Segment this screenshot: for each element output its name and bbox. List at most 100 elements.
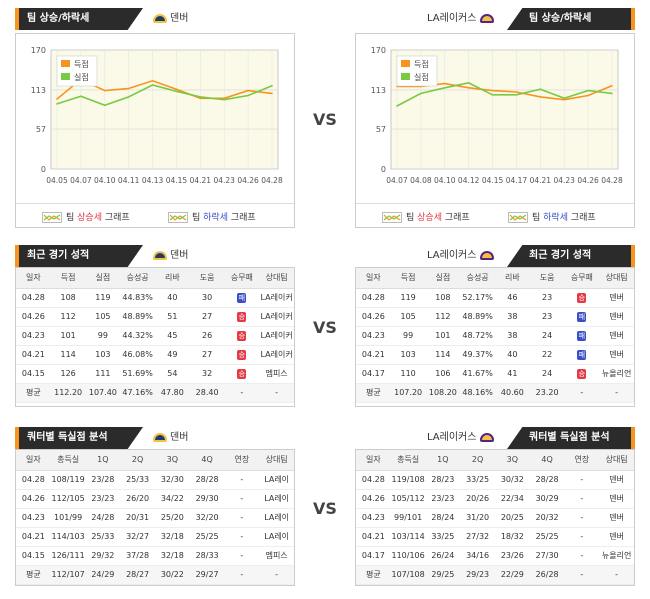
table-header-cell: 4Q [529, 450, 565, 471]
table-cell: 평균 [16, 383, 51, 403]
table-cell: 덴버 [599, 470, 634, 490]
table-cell: 103 [390, 345, 426, 365]
table-cell: 24 [529, 364, 565, 384]
table-cell: 04.17 [356, 546, 391, 566]
left-team-label: 덴버 [153, 8, 188, 30]
table-row: 04.26 112/105 23/23 26/20 34/22 29/30- LA레이 [16, 489, 294, 509]
x-tick-label: 04.15 [166, 176, 188, 185]
data-point [443, 87, 446, 89]
fall-graph-icon [168, 212, 188, 223]
right-recent-tab: 최근 경기 성적 [507, 245, 635, 267]
rise-suffix: 그래프 [442, 213, 470, 223]
table-cell: - [564, 508, 600, 528]
table-cell: 27 [189, 345, 225, 365]
table-header-cell: 승성공 [460, 268, 495, 289]
table-cell: 29/27 [189, 565, 225, 585]
table-cell: 평균 [356, 383, 391, 403]
table-cell: 04.21 [16, 527, 51, 547]
y-tick-label: 113 [371, 86, 386, 95]
table-cell: 04.28 [16, 470, 51, 490]
table-cell: 04.26 [16, 307, 51, 327]
result-badge: 승 [577, 292, 587, 303]
left-recent-title: 최근 경기 성적 [27, 250, 90, 261]
right-chart-title: 팀 상승/하락세 [529, 13, 592, 24]
table-row: 04.15 126 111 51.69% 54 32 승 멤피스 [16, 364, 294, 384]
table-cell: 101/99 [50, 508, 86, 528]
table-header-cell: 상대팀 [259, 450, 294, 471]
result-badge: 패 [577, 330, 587, 341]
table-header-cell: 도움 [529, 268, 565, 289]
left-quarter-table-box: 일자 총득실 1Q 2Q 3Q 4Q 연장 상대팀 04.28 108/119 23/28 25/33… [15, 449, 295, 586]
table-header-cell: 일자 [16, 450, 51, 471]
average-row: 평균 112/107 24/29 28/27 30/22 29/27- - [16, 565, 294, 585]
table-header-cell: 득점 [50, 268, 86, 289]
average-row: 평균 107.20 108.20 48.16% 40.60 23.20- - [356, 383, 634, 403]
table-cell: 33/25 [425, 527, 461, 547]
right-chart-box: 0 57 113 170 04.07 04.08 04.10 04.12 04.15 04.17 0… [355, 33, 635, 228]
table-cell: - [224, 470, 260, 490]
table-cell: 26/20 [120, 489, 155, 509]
data-point [467, 87, 470, 89]
table-row: 04.23 101 99 44.32% 45 26 승 LA레이커 [16, 326, 294, 346]
table-cell: 126 [50, 364, 86, 384]
table-header-cell: 3Q [155, 450, 190, 471]
table-cell: 29/23 [460, 565, 495, 585]
fall-word: 하락세 [203, 213, 228, 223]
table-row: 04.23 99/101 28/24 31/20 20/25 20/32- 덴버 [356, 508, 634, 528]
data-point [443, 82, 446, 85]
table-cell: 04.21 [16, 345, 51, 365]
table-cell: 23/28 [85, 470, 121, 490]
table-cell: 승 [564, 288, 600, 308]
table-cell: 103/114 [390, 527, 426, 547]
table-cell: 29/25 [425, 565, 461, 585]
table-cell: 25/25 [529, 527, 565, 547]
vs-label-bottom: VS [313, 499, 337, 518]
left-quarter-tab: 쿼터별 득실점 분석 [15, 427, 143, 449]
table-cell: 48.89% [120, 307, 155, 327]
table-cell: 45 [155, 326, 190, 346]
x-tick-label: 04.28 [261, 176, 283, 185]
table-cell: 04.28 [356, 470, 391, 490]
table-cell: 32/18 [155, 546, 190, 566]
denver-logo-icon [153, 432, 167, 442]
legend-label: 실점 [414, 72, 429, 82]
lakers-logo-icon [479, 250, 494, 260]
table-cell: 23 [529, 307, 565, 327]
table-cell: 107.40 [85, 383, 121, 403]
y-tick-label: 170 [31, 46, 46, 55]
result-badge: 패 [577, 349, 587, 360]
left-recent-team-name: 덴버 [170, 250, 189, 261]
right-quarter-tab: 쿼터별 득실점 분석 [507, 427, 635, 449]
table-cell: 108.20 [425, 383, 461, 403]
table-header-cell: 4Q [189, 450, 225, 471]
table-cell: 40 [495, 345, 530, 365]
table-cell: 32/27 [120, 527, 155, 547]
table-cell: 04.21 [356, 345, 391, 365]
table-cell: 40.60 [495, 383, 530, 403]
x-tick-label: 04.07 [70, 176, 92, 185]
table-cell: 승 [564, 364, 600, 384]
table-cell: 44.32% [120, 326, 155, 346]
left-chart-footer-legend: 팀 상승세 그래프 팀 하락세 그래프 [16, 203, 294, 227]
left-chart-box: 0 57 113 170 04.05 04.07 04.10 04.11 04.13 04.15 0… [15, 33, 295, 228]
table-cell: 뉴올리언 [599, 546, 634, 566]
left-recent-table-box: 일자 득점 실점 승성공 리바 도움 승무패 상대팀 04.28 108 119 44.83% 40 30… [15, 267, 295, 407]
table-cell: - [224, 489, 260, 509]
table-row: 04.28 108/119 23/28 25/33 32/30 28/28- LA레이 [16, 470, 294, 490]
table-header-cell: 승성공 [120, 268, 155, 289]
table-cell: 38 [495, 307, 530, 327]
data-point [539, 96, 542, 98]
data-point [56, 98, 58, 100]
result-badge: 승 [237, 349, 247, 360]
table-cell: - [224, 383, 260, 403]
table-cell: 51 [155, 307, 190, 327]
table-cell: 승 [224, 326, 260, 346]
table-cell: 101 [50, 326, 86, 346]
table-cell: 27/30 [529, 546, 565, 566]
table-cell: 49 [155, 345, 190, 365]
right-recent-team-name: LA레이커스 [427, 250, 477, 261]
table-cell: 41 [495, 364, 530, 384]
table-cell: 26 [189, 326, 225, 346]
left-recent-table: 일자 득점 실점 승성공 리바 도움 승무패 상대팀 04.28 108 119 44.83% 40 30… [16, 268, 294, 403]
